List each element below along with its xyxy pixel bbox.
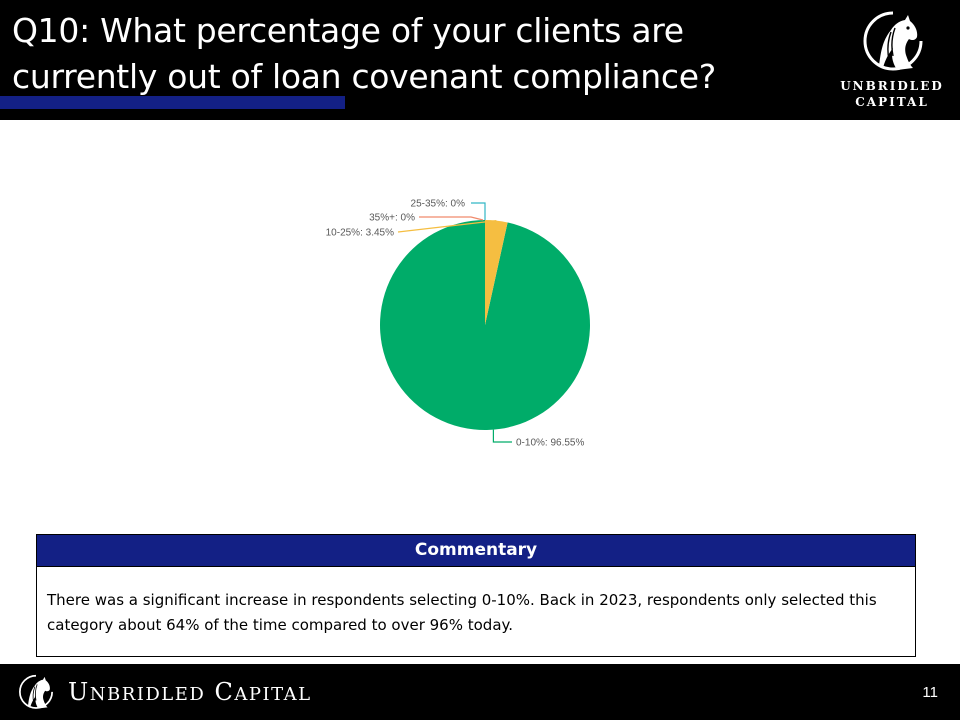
- leader-line-35pctplus: [419, 216, 484, 221]
- slide-title-line-1: Q10: What percentage of your clients are: [12, 11, 684, 50]
- leader-line-25-35pct: [471, 202, 486, 220]
- commentary-text: There was a significant increase in resp…: [47, 591, 877, 634]
- pie-slice-10-25pct: [485, 220, 508, 325]
- footer-brand-name: UNBRIDLED CAPITAL: [68, 678, 312, 709]
- brand-logo: UNBRIDLED CAPITAL: [836, 8, 948, 112]
- data-label-10-25pct: 10-25%: 3.45%: [326, 228, 394, 239]
- brand-rest: APITAL: [234, 684, 312, 705]
- logo-text-unbridled: UNBRIDLED: [840, 79, 944, 93]
- logo-text-capital: CAPITAL: [855, 95, 929, 109]
- slide-title-line-2: currently out of loan covenant complianc…: [12, 57, 716, 96]
- leader-line-10-25pct: [397, 220, 497, 233]
- horse-head-icon: [19, 674, 53, 709]
- commentary-box: Commentary There was a significant incre…: [36, 534, 916, 657]
- commentary-heading: Commentary: [37, 535, 915, 567]
- leader-line-0-10pct: [492, 429, 512, 443]
- pie-chart: 0-10%: 96.55% 10-25%: 3.45% 25-35%: 0% 35%+…: [326, 199, 590, 449]
- brand-initial: U: [68, 678, 90, 706]
- data-label-25-35pct: 25-35%: 0%: [411, 199, 466, 210]
- data-label-35pctplus: 35%+: 0%: [369, 213, 415, 224]
- page-number: 11: [922, 684, 938, 701]
- slide-title: Q10: What percentage of your clients are…: [12, 8, 812, 100]
- slide-header: Q10: What percentage of your clients are…: [0, 0, 960, 120]
- brand-rest: NBRIDLED: [89, 684, 206, 705]
- brand-initial: C: [214, 678, 235, 706]
- data-label-0-10pct: 0-10%: 96.55%: [516, 438, 584, 449]
- horse-head-icon: [863, 11, 923, 71]
- title-accent-bar: [0, 96, 345, 109]
- slide-footer: UNBRIDLED CAPITAL 11: [0, 664, 960, 720]
